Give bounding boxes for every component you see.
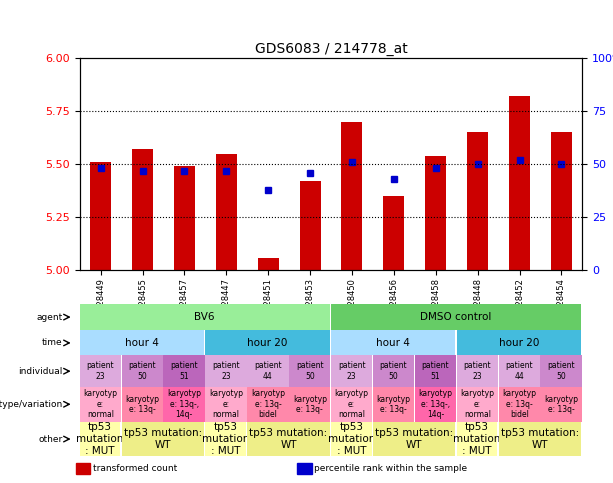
Text: karyotyp
e:
normal: karyotyp e: normal [460,389,494,419]
Text: time: time [42,339,63,347]
Text: patient
23: patient 23 [212,361,240,381]
Bar [467,132,488,270]
Text: patient
44: patient 44 [505,361,533,381]
Text: genotype/variation: genotype/variation [0,400,63,409]
Title: GDS6083 / 214778_at: GDS6083 / 214778_at [254,42,408,56]
Text: karyotyp
e: 13q-
bidel: karyotyp e: 13q- bidel [251,389,285,419]
Text: hour 4: hour 4 [125,338,159,348]
Text: tp53 mutation:
WT: tp53 mutation: WT [124,428,202,450]
Text: BV6: BV6 [194,312,215,322]
Text: patient
23: patient 23 [86,361,114,381]
Text: DMSO control: DMSO control [421,312,492,322]
Text: individual: individual [18,367,63,376]
Text: tp53
mutation
: MUT: tp53 mutation : MUT [328,423,375,455]
Text: patient
50: patient 50 [128,361,156,381]
Text: karyotyp
e:
normal: karyotyp e: normal [83,389,117,419]
Text: patient
50: patient 50 [379,361,408,381]
Bar [341,122,362,270]
Text: hour 20: hour 20 [248,338,287,348]
Text: tp53
mutation
: MUT: tp53 mutation : MUT [202,423,249,455]
Text: patient
44: patient 44 [254,361,282,381]
Text: karyotyp
e:
normal: karyotyp e: normal [209,389,243,419]
Text: agent: agent [36,313,63,322]
Text: karyotyp
e:
normal: karyotyp e: normal [335,389,368,419]
Bar [509,96,530,270]
Text: patient
51: patient 51 [170,361,198,381]
Text: patient
23: patient 23 [338,361,365,381]
Bar [216,154,237,270]
Bar [300,181,321,270]
Text: tp53 mutation:
WT: tp53 mutation: WT [249,428,327,450]
Text: hour 20: hour 20 [499,338,539,348]
Bar [551,132,572,270]
Text: karyotyp
e: 13q-,
14q-: karyotyp e: 13q-, 14q- [167,389,201,419]
Text: karyotyp
e: 13q-: karyotyp e: 13q- [544,395,578,414]
Text: karyotyp
e: 13q-: karyotyp e: 13q- [376,395,411,414]
Text: karyotyp
e: 13q-,
14q-: karyotyp e: 13q-, 14q- [419,389,452,419]
Text: patient
50: patient 50 [547,361,575,381]
Text: tp53
mutation
: MUT: tp53 mutation : MUT [77,423,124,455]
Text: transformed count: transformed count [93,464,177,473]
Text: patient
50: patient 50 [296,361,324,381]
Text: hour 4: hour 4 [376,338,410,348]
Text: karyotyp
e: 13q-: karyotyp e: 13q- [293,395,327,414]
Bar [297,463,311,474]
Bar [257,258,279,270]
Text: percentile rank within the sample: percentile rank within the sample [314,464,468,473]
Bar [132,149,153,270]
Bar [425,156,446,270]
Text: tp53 mutation:
WT: tp53 mutation: WT [501,428,579,450]
Text: tp53
mutation
: MUT: tp53 mutation : MUT [454,423,501,455]
Text: other: other [38,435,63,443]
Text: karyotyp
e: 13q-
bidel: karyotyp e: 13q- bidel [502,389,536,419]
Bar [76,463,90,474]
Bar [174,166,195,270]
Bar [90,162,111,270]
Text: tp53 mutation:
WT: tp53 mutation: WT [375,428,453,450]
Text: karyotyp
e: 13q-: karyotyp e: 13q- [125,395,159,414]
Text: patient
51: patient 51 [422,361,449,381]
Text: patient
23: patient 23 [463,361,491,381]
Bar [383,196,405,270]
